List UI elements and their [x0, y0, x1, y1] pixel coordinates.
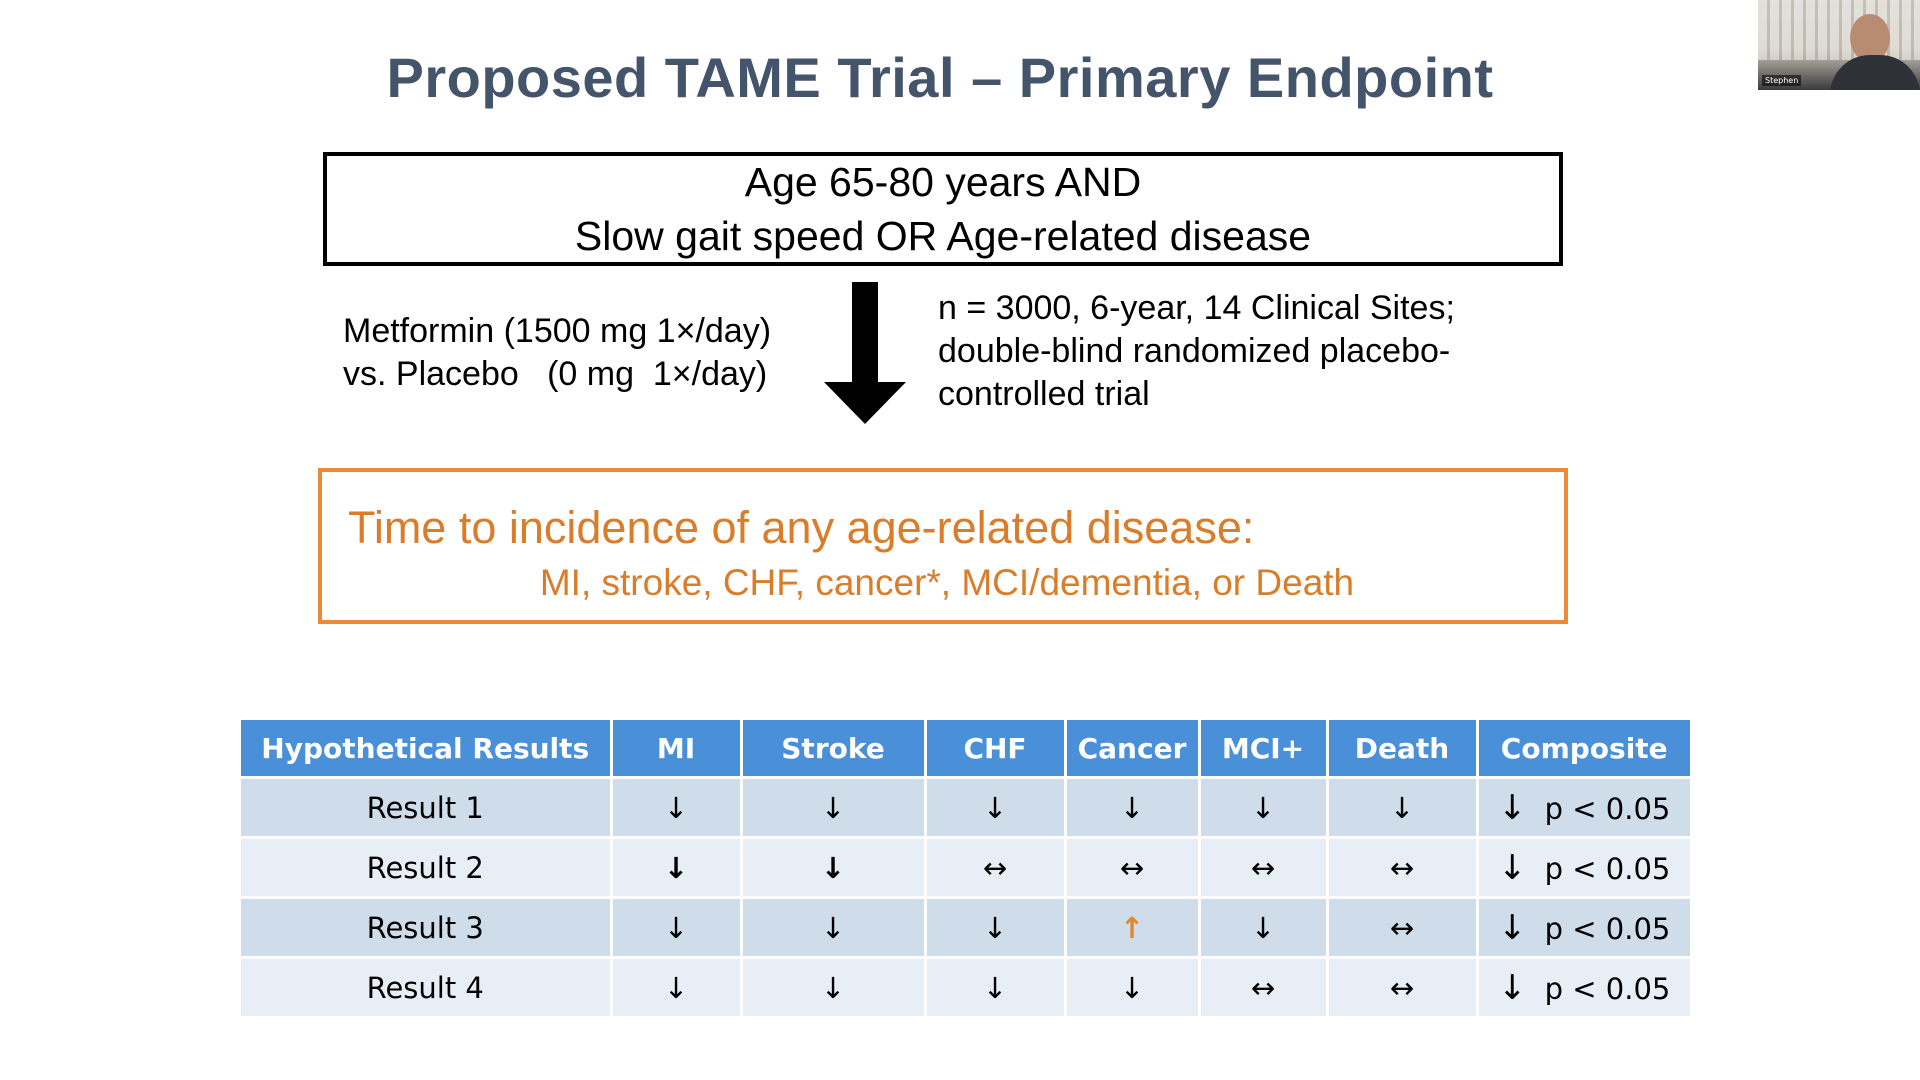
- eligibility-criteria-box: Age 65-80 years AND Slow gait speed OR A…: [323, 152, 1563, 266]
- composite-p-value: p < 0.05: [1544, 971, 1671, 1006]
- up-arrow-icon: ↑: [1065, 896, 1201, 958]
- treatment-arms: Metformin (1500 mg 1×/day) vs. Placebo (…: [343, 310, 813, 396]
- left-right-arrow-icon: ↔: [1199, 836, 1329, 898]
- down-arrow-icon: ↓: [1065, 776, 1201, 838]
- table-header-row: Hypothetical Results MI Stroke CHF Cance…: [241, 720, 1690, 778]
- table-row: Result 1 ↓ ↓ ↓ ↓ ↓ ↓ ↓ p < 0.05: [241, 776, 1690, 838]
- primary-endpoint-box: Time to incidence of any age-related dis…: [318, 468, 1568, 624]
- arm-line-2: vs. Placebo (0 mg 1×/day): [343, 355, 768, 393]
- participant-body: [1830, 55, 1920, 90]
- down-arrow-icon: ↓: [1498, 847, 1527, 888]
- left-right-arrow-icon: ↔: [1199, 956, 1329, 1016]
- down-arrow-icon: ↓: [611, 896, 743, 958]
- down-arrow-icon: ↓: [611, 776, 743, 838]
- down-arrow-icon: ↓: [741, 896, 927, 958]
- down-arrow-icon: ↓: [1199, 896, 1329, 958]
- design-line-3: controlled trial: [938, 375, 1150, 413]
- header-chf: CHF: [925, 720, 1067, 778]
- row-label: Result 1: [241, 776, 613, 838]
- row-label: Result 2: [241, 836, 613, 898]
- participant-name-label: Stephen: [1762, 75, 1802, 86]
- left-right-arrow-icon: ↔: [925, 836, 1067, 898]
- composite-cell: ↓ p < 0.05: [1477, 956, 1690, 1016]
- header-stroke: Stroke: [741, 720, 927, 778]
- down-arrow-icon: ↓: [1498, 967, 1527, 1008]
- down-arrow-icon: ↓: [741, 956, 927, 1016]
- composite-cell: ↓ p < 0.05: [1477, 776, 1690, 838]
- left-right-arrow-icon: ↔: [1065, 836, 1201, 898]
- endpoint-line-2: MI, stroke, CHF, cancer*, MCI/dementia, …: [539, 562, 1355, 603]
- table-row: Result 4 ↓ ↓ ↓ ↓ ↔ ↔ ↓ p < 0.05: [241, 956, 1690, 1016]
- down-arrow-icon: ↓: [1498, 787, 1527, 828]
- down-arrow-icon: ↓: [1065, 956, 1201, 1016]
- table-row: Result 2 ↓ ↓ ↔ ↔ ↔ ↔ ↓ p < 0.05: [241, 836, 1690, 898]
- down-arrow-icon: ↓: [741, 776, 927, 838]
- criteria-line-2: Slow gait speed OR Age-related disease: [574, 213, 1312, 259]
- down-arrow-icon: ↓: [741, 836, 927, 898]
- hypothetical-results-table: Hypothetical Results MI Stroke CHF Cance…: [241, 720, 1690, 1016]
- down-arrow-icon: ↓: [611, 956, 743, 1016]
- slide-title: Proposed TAME Trial – Primary Endpoint: [386, 46, 1494, 109]
- video-background: [1758, 0, 1920, 60]
- row-label: Result 3: [241, 896, 613, 958]
- participant-avatar: [1850, 14, 1890, 62]
- down-arrow-icon: ↓: [925, 956, 1067, 1016]
- composite-cell: ↓ p < 0.05: [1477, 896, 1690, 958]
- header-composite: Composite: [1477, 720, 1690, 778]
- down-arrow-icon: ↓: [1199, 776, 1329, 838]
- row-label: Result 4: [241, 956, 613, 1016]
- composite-cell: ↓ p < 0.05: [1477, 836, 1690, 898]
- header-hypothetical-results: Hypothetical Results: [241, 720, 613, 778]
- composite-p-value: p < 0.05: [1544, 851, 1671, 886]
- arm-line-1: Metformin (1500 mg 1×/day): [343, 312, 772, 350]
- trial-design: n = 3000, 6-year, 14 Clinical Sites; dou…: [938, 287, 1558, 416]
- header-cancer: Cancer: [1065, 720, 1201, 778]
- endpoint-line-1: Time to incidence of any age-related dis…: [348, 502, 1255, 553]
- header-mci: MCI+: [1199, 720, 1329, 778]
- table-row: Result 3 ↓ ↓ ↓ ↑ ↓ ↔ ↓ p < 0.05: [241, 896, 1690, 958]
- criteria-line-1: Age 65-80 years AND: [744, 159, 1142, 205]
- header-mi: MI: [611, 720, 743, 778]
- down-arrow-icon: ↓: [611, 836, 743, 898]
- left-right-arrow-icon: ↔: [1327, 956, 1479, 1016]
- down-arrow-icon: [824, 282, 906, 424]
- left-right-arrow-icon: ↔: [1327, 896, 1479, 958]
- down-arrow-icon: ↓: [925, 776, 1067, 838]
- design-line-1: n = 3000, 6-year, 14 Clinical Sites;: [938, 289, 1455, 327]
- composite-p-value: p < 0.05: [1544, 791, 1671, 826]
- left-right-arrow-icon: ↔: [1327, 836, 1479, 898]
- down-arrow-icon: ↓: [925, 896, 1067, 958]
- composite-p-value: p < 0.05: [1544, 911, 1671, 946]
- header-death: Death: [1327, 720, 1479, 778]
- down-arrow-icon: ↓: [1498, 907, 1527, 948]
- down-arrow-icon: ↓: [1327, 776, 1479, 838]
- design-line-2: double-blind randomized placebo-: [938, 332, 1451, 370]
- participant-video-thumbnail[interactable]: Stephen: [1758, 0, 1920, 90]
